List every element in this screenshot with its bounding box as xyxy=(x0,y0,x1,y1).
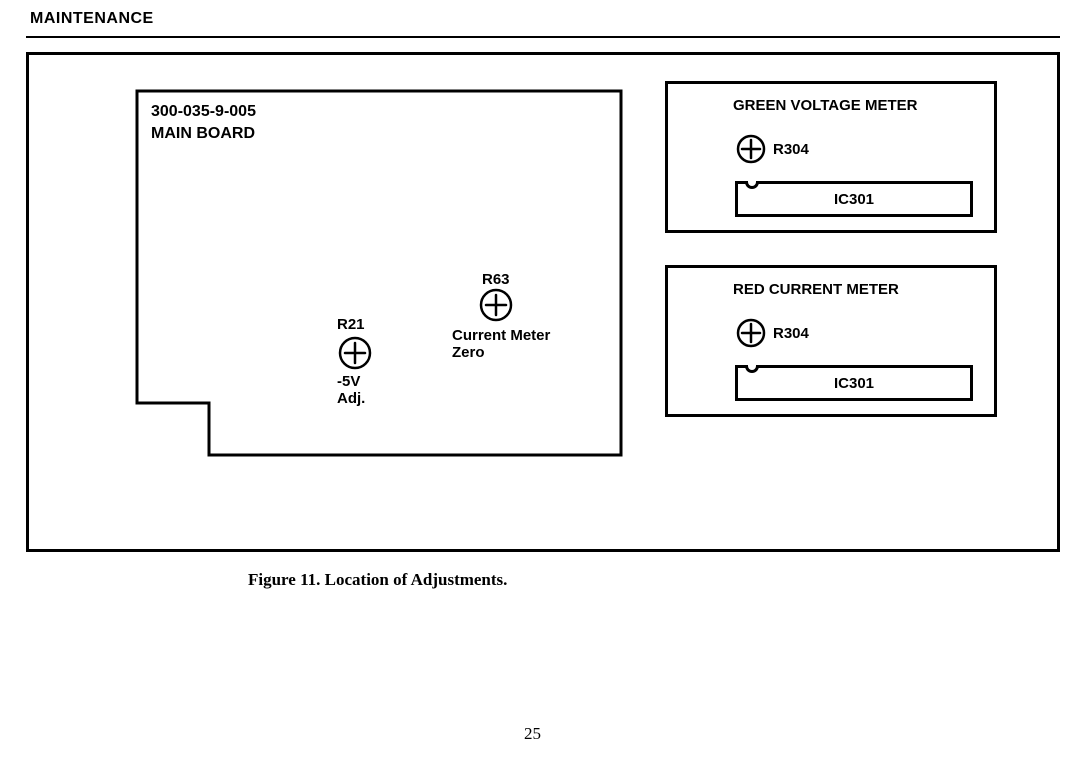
red-current-ic-ref: IC301 xyxy=(834,375,874,392)
red-current-ic: IC301 xyxy=(735,365,973,401)
main-board-label: 300-035-9-005 MAIN BOARD xyxy=(151,101,256,144)
figure-caption: Figure 11. Location of Adjustments. xyxy=(248,570,507,590)
main-board-name: MAIN BOARD xyxy=(151,125,255,142)
section-title: MAINTENANCE xyxy=(30,10,154,28)
red-current-title: RED CURRENT METER xyxy=(733,281,899,298)
green-voltage-title: GREEN VOLTAGE METER xyxy=(733,97,917,114)
trimpot-r21-ref: R21 xyxy=(337,316,365,333)
trimpot-r63-desc: Current Meter Zero xyxy=(452,327,550,361)
trimpot-r21-desc: -5V Adj. xyxy=(337,373,365,407)
green-voltage-trimpot-ref: R304 xyxy=(773,141,809,158)
page: MAINTENANCE 300-035-9-005 MAIN BOARD R21… xyxy=(0,0,1080,761)
red-current-trimpot-icon xyxy=(733,315,769,351)
green-voltage-trimpot-icon xyxy=(733,131,769,167)
title-underline xyxy=(26,36,1060,38)
figure-frame: 300-035-9-005 MAIN BOARD R21 -5V Adj. R6… xyxy=(26,52,1060,552)
trimpot-r63-icon xyxy=(476,285,516,325)
green-voltage-ic: IC301 xyxy=(735,181,973,217)
page-number: 25 xyxy=(524,724,541,744)
red-current-trimpot-ref: R304 xyxy=(773,325,809,342)
green-voltage-ic-ref: IC301 xyxy=(834,191,874,208)
main-board-partnum: 300-035-9-005 xyxy=(151,103,256,120)
main-board-polygon xyxy=(137,91,621,455)
trimpot-r21-icon xyxy=(335,333,375,373)
